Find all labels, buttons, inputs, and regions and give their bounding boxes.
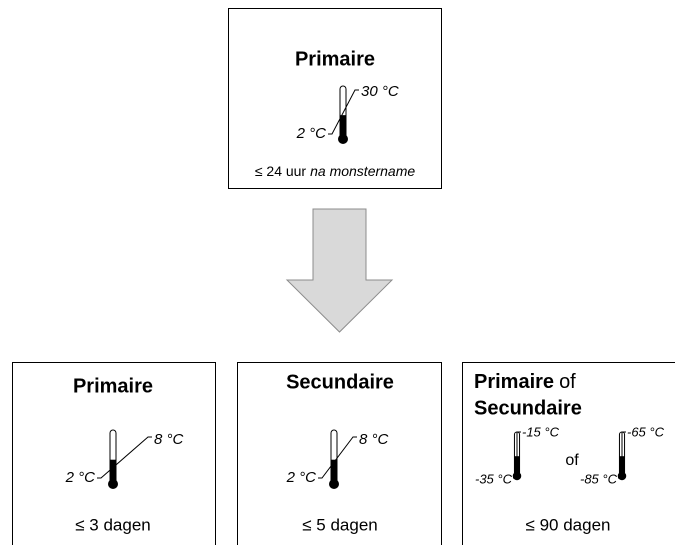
- box-title: Primaire of: [474, 371, 576, 393]
- range-line: [97, 436, 152, 479]
- high-label: 8 °C: [154, 431, 184, 448]
- range-line: [513, 431, 521, 479]
- top-high: 30 °C: [361, 83, 399, 100]
- low-label: 2 °C: [65, 469, 96, 486]
- box-title-line2: Secundaire: [474, 397, 582, 419]
- top-low: 2 °C: [296, 125, 327, 142]
- range-line: [318, 436, 357, 479]
- duration: ≤ 3 dagen: [75, 515, 151, 534]
- thermometer-fill: [340, 115, 346, 139]
- range-line: [328, 89, 359, 135]
- thermometer-bulb: [329, 479, 339, 489]
- separator: of: [565, 452, 579, 469]
- duration: ≤ 5 dagen: [302, 515, 378, 534]
- high-label: 8 °C: [359, 431, 389, 448]
- low-label: 2 °C: [286, 469, 317, 486]
- note: ≤ 24 uur: [255, 163, 307, 179]
- thermometer-fill: [110, 459, 116, 484]
- title-join: of: [559, 371, 576, 393]
- high-label: -65 °C: [627, 424, 665, 439]
- top-title: Primaire: [295, 48, 375, 70]
- arrow: [285, 208, 394, 333]
- low-label: -85 °C: [580, 471, 618, 486]
- box-3: [462, 362, 675, 545]
- title-bold: Primaire: [474, 371, 554, 393]
- top-box: [228, 8, 442, 189]
- high-label: -15 °C: [522, 424, 560, 439]
- box-title: Secundaire: [286, 371, 394, 393]
- duration: ≤ 90 dagen: [526, 515, 611, 534]
- thermometer-bulb: [108, 479, 118, 489]
- note-italic: na monstername: [310, 163, 415, 179]
- box-2: [237, 362, 442, 545]
- thermometer-bulb: [338, 134, 348, 144]
- range-line: [618, 431, 626, 479]
- box-title: Primaire: [73, 375, 153, 397]
- low-label: -35 °C: [475, 471, 513, 486]
- thermometer-fill: [331, 459, 337, 484]
- top-note: ≤ 24 uur na monstername: [255, 163, 416, 179]
